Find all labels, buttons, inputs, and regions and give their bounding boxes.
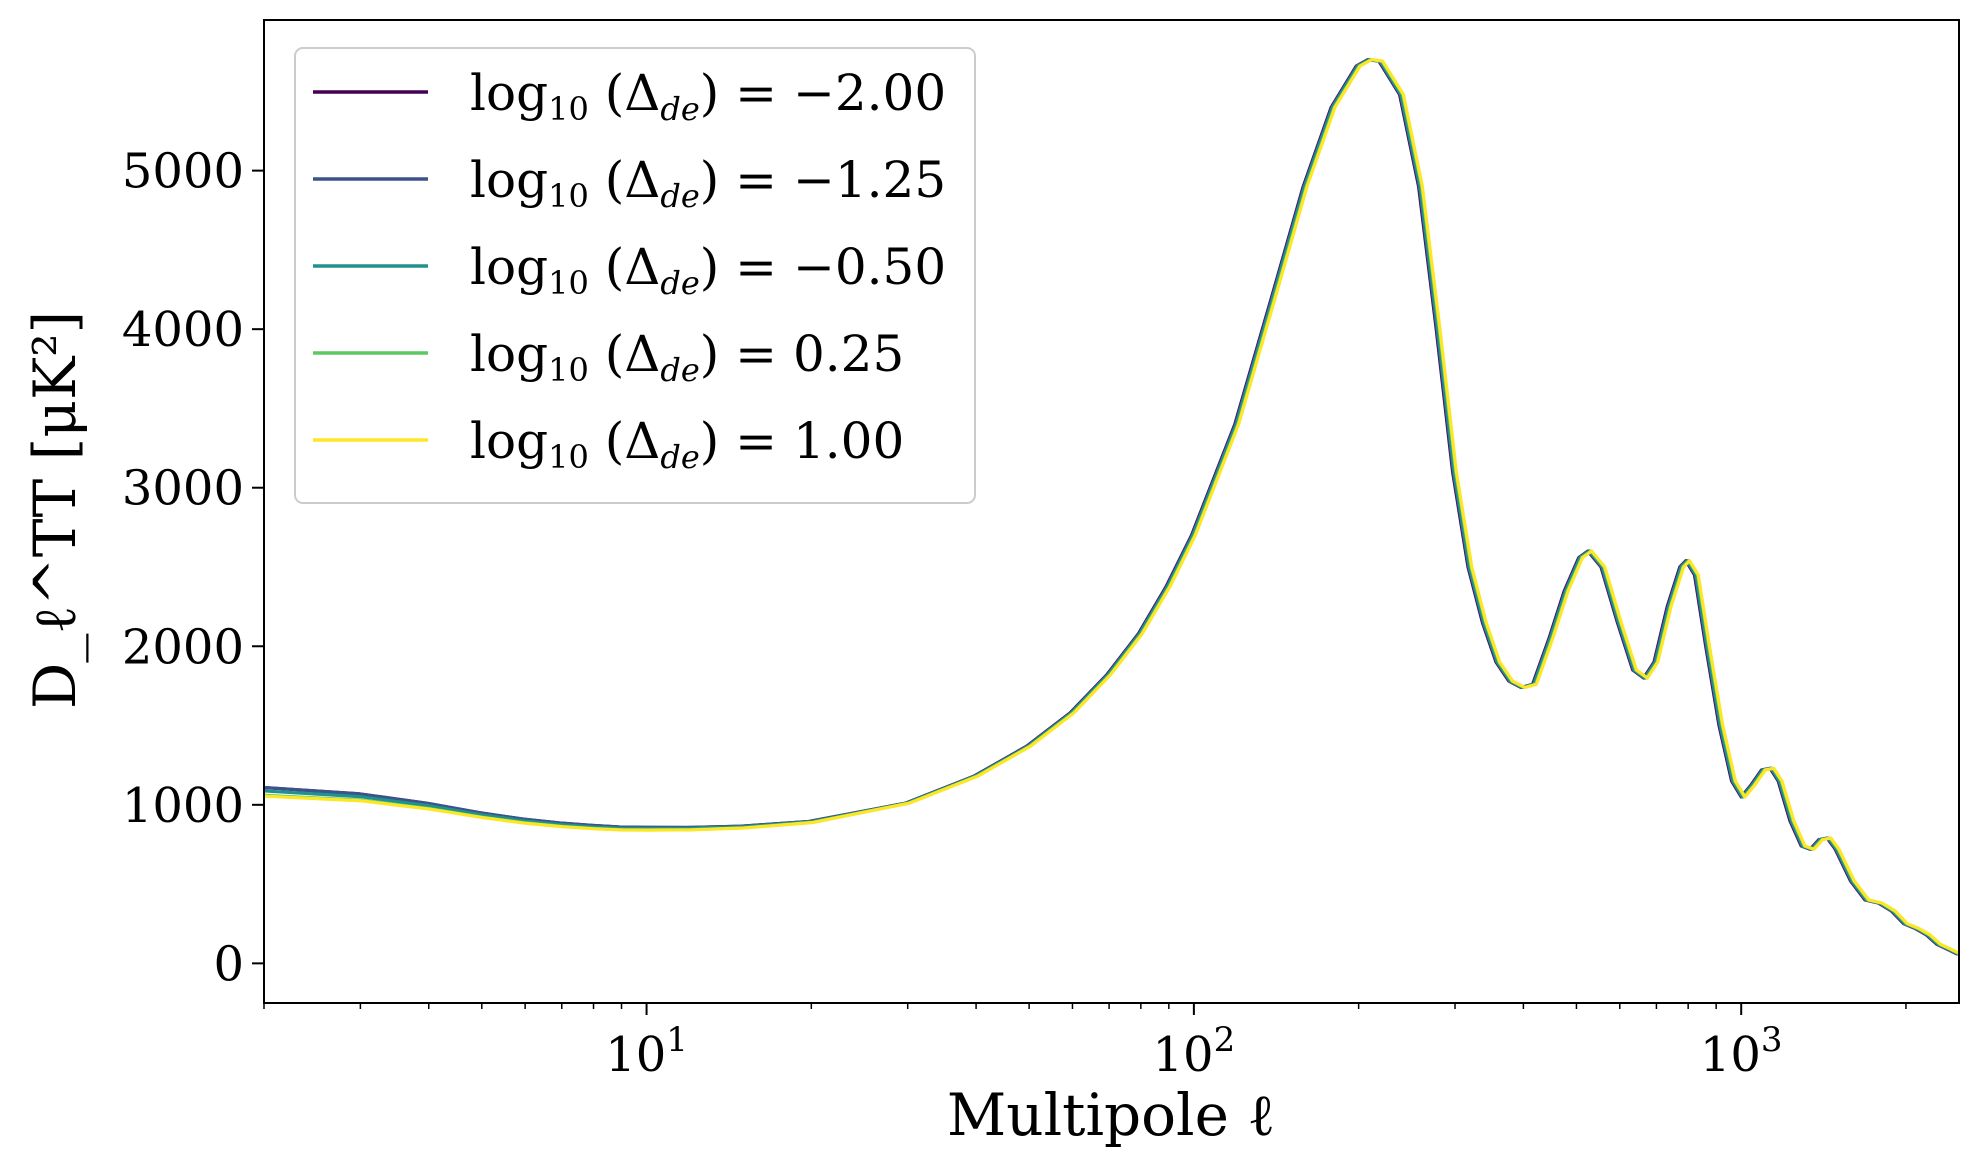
x-tick-label-0: 101 (605, 1020, 688, 1083)
legend-label-3: log10 (Δde) = 0.25 (470, 325, 904, 389)
x-tick-label-1: 102 (1153, 1020, 1236, 1083)
legend: log10 (Δde) = −2.00 log10 (Δde) = −1.25 lo… (294, 47, 976, 504)
series-line-4 (264, 58, 1959, 955)
x-tick-label-2: 103 (1700, 1020, 1783, 1083)
legend-label-2: log10 (Δde) = −0.50 (470, 238, 946, 302)
series-layer (264, 58, 1959, 956)
y-tick-label-4: 4000 (122, 302, 244, 358)
y-axis-label: D_ℓ^TT [μK²] (21, 311, 89, 709)
y-tick-label-1: 1000 (122, 778, 244, 834)
legend-label-0: log10 (Δde) = −2.00 (470, 64, 946, 128)
x-axis-label: Multipole ℓ (947, 1081, 1275, 1149)
y-tick-label-2: 2000 (122, 619, 244, 675)
legend-label-1: log10 (Δde) = −1.25 (470, 151, 946, 215)
x-axis: 101 102 103 (263, 1003, 1907, 1083)
y-tick-label-5: 5000 (122, 144, 244, 200)
y-axis: 0 1000 2000 3000 4000 5000 (122, 144, 264, 992)
legend-box (294, 47, 976, 504)
y-tick-label-0: 0 (213, 936, 244, 992)
y-tick-label-3: 3000 (122, 461, 244, 517)
plot-frame (263, 19, 1960, 1004)
legend-label-4: log10 (Δde) = 1.00 (470, 412, 904, 476)
